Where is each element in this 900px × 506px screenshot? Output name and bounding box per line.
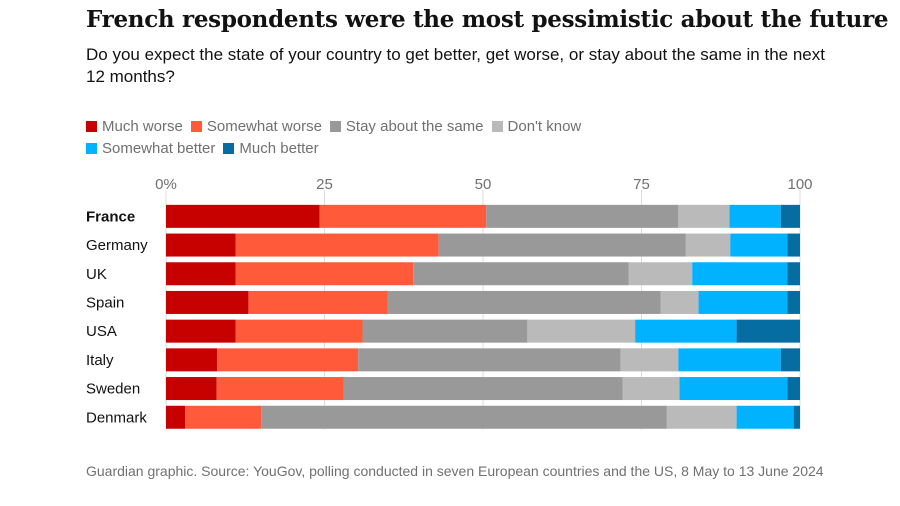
x-tick-label: 25 <box>316 176 333 193</box>
x-tick-label: 0% <box>155 176 177 193</box>
legend-swatch <box>86 120 97 132</box>
bar-segment-sweden-much-better <box>787 377 800 401</box>
bar-segment-italy-somewhat-worse <box>217 348 359 372</box>
legend-label: Somewhat better <box>102 139 216 157</box>
chart-title: French respondents were the most pessimi… <box>86 6 889 33</box>
bar-segment-uk-much-worse <box>166 262 236 286</box>
legend-label: Somewhat worse <box>206 117 322 135</box>
bar-segment-italy-stay-about-the-same <box>358 348 621 372</box>
legend-label: Much better <box>239 139 319 157</box>
category-label: USA <box>86 323 117 340</box>
bar-segment-germany-much-better <box>787 233 800 257</box>
bar-segment-germany-somewhat-worse <box>235 233 439 257</box>
bar-segment-france-somewhat-better <box>729 204 781 228</box>
bar-segment-usa-stay-about-the-same <box>362 319 528 343</box>
category-label: France <box>86 208 135 225</box>
bar-segment-sweden-somewhat-worse <box>216 377 344 401</box>
x-tick-label: 75 <box>633 176 650 193</box>
category-label: Germany <box>86 237 148 254</box>
bar-segment-usa-much-better <box>736 319 800 343</box>
bar-segment-usa-somewhat-better <box>635 319 737 343</box>
bar-segment-italy-don-t-know <box>620 348 679 372</box>
bar-segment-spain-stay-about-the-same <box>387 290 661 314</box>
bar-segment-uk-much-better <box>787 262 800 286</box>
x-tick-label: 50 <box>475 176 492 193</box>
bar-segment-italy-somewhat-better <box>678 348 781 372</box>
stacked-bar-chart: 0% 25 50 75 100 France Germany UK Spain USA Italy S… <box>86 176 813 430</box>
legend-swatch <box>86 142 97 154</box>
bar-segment-germany-somewhat-better <box>730 233 788 257</box>
legend-item-much-better: Much better <box>223 138 319 158</box>
legend-label: Much worse <box>102 117 183 135</box>
bar-segment-sweden-don-t-know <box>622 377 680 401</box>
bar-segment-sweden-much-worse <box>166 377 217 401</box>
legend-label: Don't know <box>507 117 582 135</box>
legend: Much worse Somewhat worse Stay about the s… <box>86 116 646 158</box>
legend-item-don-t-know: Don't know <box>491 116 582 136</box>
bar-segment-denmark-much-better <box>793 405 800 429</box>
bar-segment-germany-don-t-know <box>685 233 731 257</box>
bar-segment-uk-somewhat-better <box>692 262 788 286</box>
legend-item-somewhat-better: Somewhat better <box>86 138 215 158</box>
bar-segment-sweden-stay-about-the-same <box>343 377 623 401</box>
x-tick-label: 100 <box>787 176 812 193</box>
bar-segment-spain-somewhat-worse <box>248 290 388 314</box>
legend-swatch <box>223 142 235 154</box>
legend-swatch <box>491 120 503 132</box>
bar-segment-uk-don-t-know <box>628 262 693 286</box>
source-note: Guardian graphic. Source: YouGov, pollin… <box>86 463 824 479</box>
bar-segment-italy-much-better <box>780 348 800 372</box>
bar-segment-usa-much-worse <box>166 319 236 343</box>
legend-item-much-worse: Much worse <box>86 116 183 136</box>
bar-segment-france-much-worse <box>166 204 320 228</box>
bar-segment-uk-somewhat-worse <box>235 262 414 286</box>
category-label: Spain <box>86 294 124 311</box>
bar-segment-denmark-somewhat-better <box>736 405 794 429</box>
bar-segment-denmark-somewhat-worse <box>185 405 262 429</box>
bar-segment-italy-much-worse <box>166 348 218 372</box>
bar-segment-denmark-much-worse <box>166 405 186 429</box>
legend-item-somewhat-worse: Somewhat worse <box>190 116 322 136</box>
bar-segment-germany-stay-about-the-same <box>438 233 686 257</box>
bar-segment-france-somewhat-worse <box>319 204 487 228</box>
bar-segment-spain-don-t-know <box>660 290 699 314</box>
bar-segment-usa-don-t-know <box>527 319 636 343</box>
bar-segment-france-don-t-know <box>678 204 730 228</box>
bar-segment-sweden-somewhat-better <box>679 377 788 401</box>
bar-segment-france-stay-about-the-same <box>486 204 679 228</box>
legend-swatch <box>190 120 202 132</box>
legend-label: Stay about the same <box>345 117 484 135</box>
bar-segment-germany-much-worse <box>166 233 236 257</box>
category-label: UK <box>86 266 107 283</box>
legend-item-stay-about-the-same: Stay about the same <box>329 116 484 136</box>
bar-segment-france-much-better <box>780 204 800 228</box>
bar-segment-spain-much-better <box>787 290 800 314</box>
bar-segment-spain-much-worse <box>166 290 249 314</box>
bar-segment-uk-stay-about-the-same <box>413 262 629 286</box>
category-label: Sweden <box>86 381 140 398</box>
bar-segment-denmark-stay-about-the-same <box>261 405 667 429</box>
bar-segment-spain-somewhat-better <box>698 290 788 314</box>
category-label: Denmark <box>86 409 147 426</box>
legend-swatch <box>329 120 341 132</box>
bar-segment-usa-somewhat-worse <box>235 319 363 343</box>
bar-segment-denmark-don-t-know <box>666 405 737 429</box>
chart-subtitle: Do you expect the state of your country … <box>86 45 825 86</box>
category-label: Italy <box>86 352 114 369</box>
